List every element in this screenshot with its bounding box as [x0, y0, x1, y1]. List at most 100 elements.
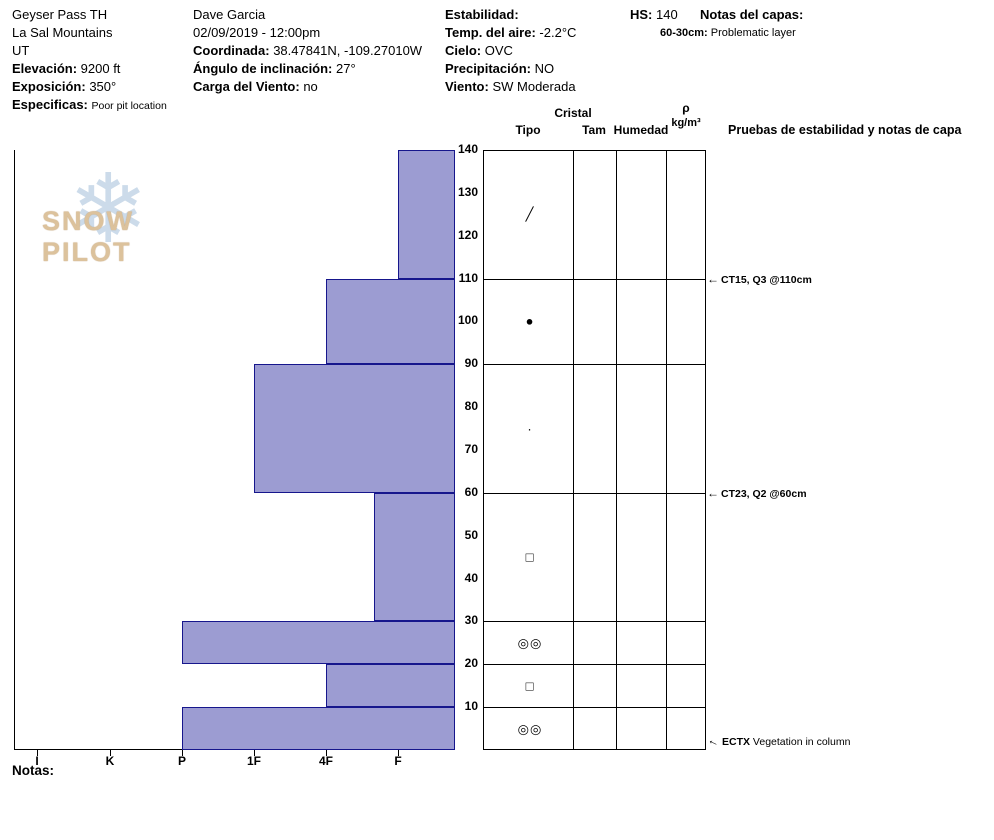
hardness-axis-tick	[182, 750, 183, 756]
elevation-value: 9200 ft	[80, 61, 121, 76]
crystal-symbol-open-square: □	[525, 549, 535, 565]
test-label: CT23, Q2 @60cm	[721, 487, 807, 500]
stability-test-annotation: ← CT23, Q2 @60cm	[707, 487, 807, 500]
hardness-bar	[326, 664, 455, 708]
rho-unit-header: kg/m³	[671, 117, 701, 129]
snowpilot-logo: ❄ SNOW PILOT	[40, 162, 230, 278]
crystal-symbol-filled-circle: ●	[525, 313, 535, 329]
site-name: Geyser Pass TH	[12, 7, 108, 22]
hardness-axis-label: 4F	[318, 754, 334, 768]
mountain-range: La Sal Mountains	[12, 25, 113, 40]
depth-tick-label: 10	[464, 699, 478, 714]
coordinates-value: 38.47841N, -109.27010W	[273, 43, 423, 58]
hardness-bar	[374, 492, 455, 622]
layer-boundary-line	[483, 492, 706, 494]
coordinates-line: Coordinada: 38.47841N, -109.27010W	[193, 42, 422, 59]
hardness-axis-tick	[254, 750, 255, 756]
hs-line: HS: 140	[630, 6, 678, 23]
grid-divider-humedad-rho	[666, 150, 667, 750]
depth-tick-label: 120	[457, 227, 478, 242]
hardness-bar	[182, 707, 455, 750]
layer-boundary-line	[483, 621, 706, 623]
hardness-bar	[254, 364, 455, 493]
precip-line: Precipitación: NO	[445, 60, 554, 77]
hardness-axis-label: P	[177, 754, 187, 768]
snowflake-icon: ❄	[68, 156, 149, 263]
hardness-bar	[326, 278, 455, 365]
aspect-value: 350°	[89, 79, 117, 94]
hardness-axis-label: F	[394, 754, 402, 768]
rho-column-header: ρ	[682, 101, 690, 115]
aspect-line: Exposición: 350°	[12, 78, 116, 95]
air-temp-line: Temp. del aire: -2.2°C	[445, 24, 576, 41]
depth-tick-label: 40	[464, 570, 478, 585]
depth-tick-label: 100	[457, 313, 478, 328]
humedad-column-header: Humedad	[613, 123, 669, 137]
bottom-note-bold: ECTX	[722, 736, 751, 748]
datetime: 02/09/2019 - 12:00pm	[193, 25, 321, 40]
wind-value: SW Moderada	[492, 79, 576, 94]
slope-angle-value: 27°	[336, 61, 356, 76]
test-label: CT15, Q3 @110cm	[721, 273, 812, 286]
hardness-axis-label: 1F	[246, 754, 262, 768]
bottom-note-text: Vegetation in column	[750, 736, 851, 748]
stability-tests-header: Pruebas de estabilidad y notas de capa	[728, 123, 962, 137]
wind-loading-line: Carga del Viento: no	[193, 78, 318, 95]
wind-label: Viento:	[445, 79, 489, 94]
depth-tick-label: 70	[464, 442, 478, 456]
arrow-left-icon: ←	[707, 271, 719, 286]
precip-label: Precipitación:	[445, 61, 531, 76]
depth-tick-label: 80	[464, 399, 478, 414]
layer-note-text: Problematic layer	[710, 27, 796, 39]
notas-footer-label: Notas:	[12, 763, 55, 778]
depth-tick-label: 140	[457, 142, 478, 156]
hardness-axis-tick	[326, 750, 327, 756]
hs-value: 140	[656, 7, 678, 22]
state: UT	[12, 43, 30, 58]
depth-tick-label: 60	[464, 484, 478, 499]
hardness-bar	[182, 621, 455, 665]
specifics-label: Especificas:	[12, 97, 88, 112]
crystal-symbol-double-circle-pair: ◎◎	[517, 635, 543, 651]
stability-line: Estabilidad:	[445, 6, 519, 23]
tipo-column-header: Tipo	[515, 123, 541, 137]
arrow-left-icon: ←	[705, 732, 723, 750]
hardness-axis-tick	[110, 750, 111, 756]
crystal-symbol-double-circle-pair: ◎◎	[517, 721, 543, 737]
observer-name: Dave Garcia	[193, 7, 266, 22]
depth-tick-label: 50	[464, 527, 478, 542]
specifics-line: Especificas: Poor pit location	[12, 96, 167, 115]
hardness-bar	[398, 150, 455, 279]
specifics-value: Poor pit location	[91, 100, 167, 112]
aspect-label: Exposición:	[12, 79, 86, 94]
layer-boundary-line	[483, 364, 706, 366]
wind-loading-label: Carga del Viento:	[193, 79, 300, 94]
wind-loading-value: no	[303, 79, 318, 94]
crystal-grid-frame	[483, 150, 706, 750]
layer-boundary-line	[483, 278, 706, 280]
layer-boundary-line	[483, 707, 706, 709]
sky-label: Cielo:	[445, 43, 482, 58]
bottom-note-annotation: ←ECTX Vegetation in column	[705, 732, 851, 750]
hs-label: HS:	[630, 7, 653, 22]
hardness-axis-tick	[398, 750, 399, 756]
stability-test-annotation: ← CT15, Q3 @110cm	[707, 273, 812, 286]
depth-tick-label: 110	[458, 270, 478, 285]
slope-angle-label: Ángulo de inclinación:	[193, 61, 333, 76]
hardness-axis-label: I	[35, 754, 39, 768]
coordinates-label: Coordinada:	[193, 43, 270, 58]
arrow-left-icon: ←	[707, 485, 719, 500]
precip-value: NO	[534, 61, 555, 76]
wind-line: Viento: SW Moderada	[445, 78, 576, 95]
layer-boundary-line	[483, 664, 706, 666]
sky-line: Cielo: OVC	[445, 42, 513, 59]
layer-notes-header: Notas del capas:	[700, 7, 804, 22]
logo-text: SNOW PILOT	[42, 206, 134, 267]
tam-column-header: Tam	[582, 123, 606, 137]
layer-note-depth: 60-30cm:	[660, 27, 708, 39]
depth-tick-label: 30	[464, 613, 478, 628]
air-temp-value: -2.2°C	[539, 25, 577, 40]
crystal-symbol-dot: ·	[527, 421, 533, 437]
depth-tick-label: 90	[464, 356, 478, 371]
